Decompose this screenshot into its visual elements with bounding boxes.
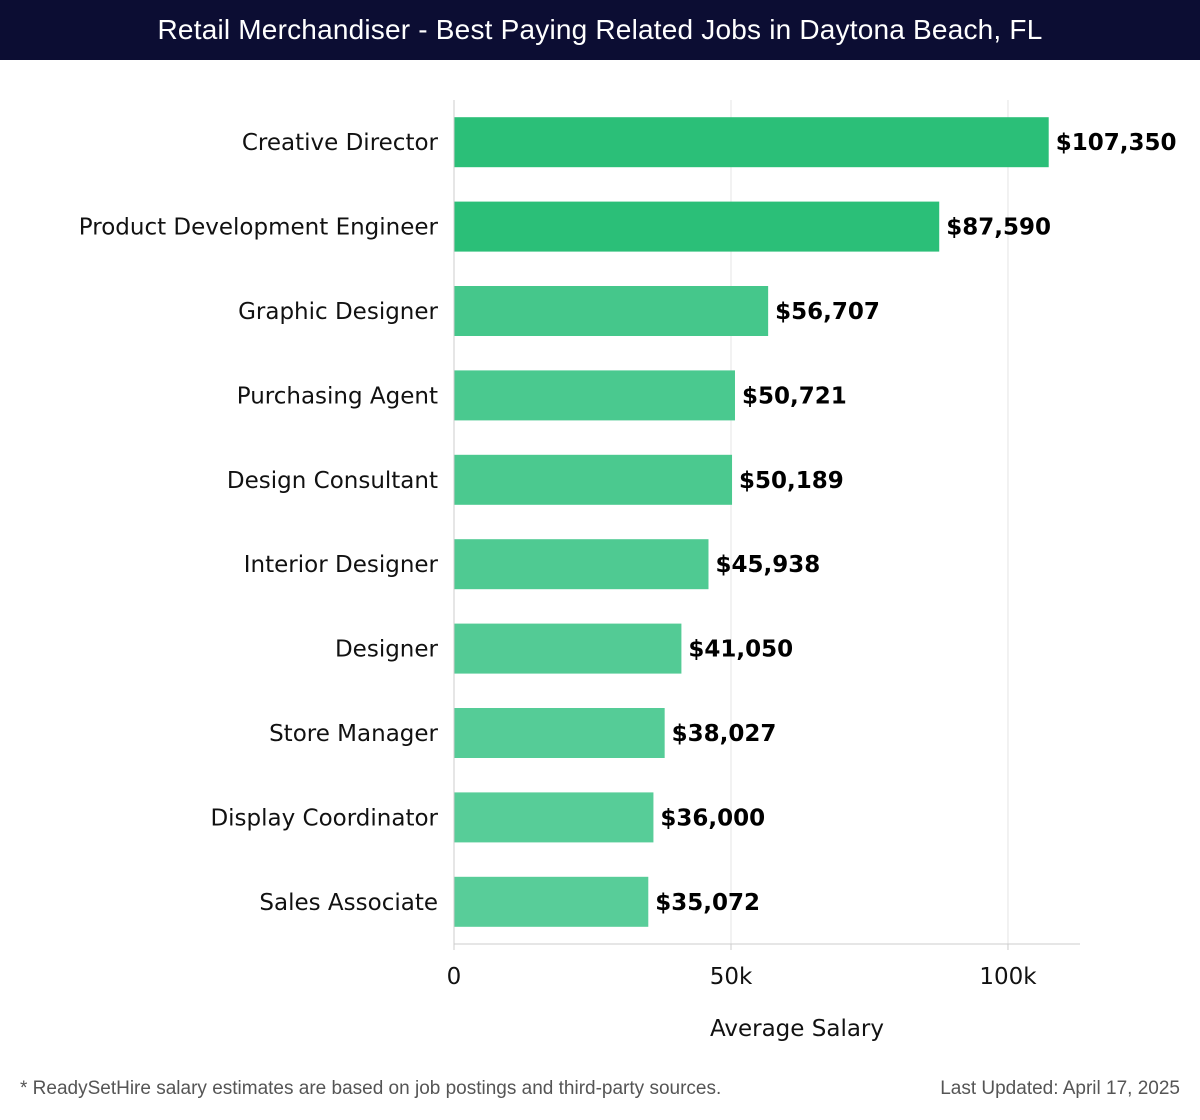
footer-note: * ReadySetHire salary estimates are base… (20, 1078, 722, 1099)
value-label: $56,707 (775, 299, 880, 325)
category-label: Creative Director (242, 130, 439, 156)
last-updated: Last Updated: April 17, 2025 (940, 1078, 1180, 1099)
value-label: $107,350 (1056, 130, 1177, 156)
bar-purchasing-agent (454, 370, 735, 421)
bar-store-manager (454, 708, 665, 758)
value-label: $87,590 (946, 215, 1051, 241)
category-label: Sales Associate (259, 890, 438, 916)
value-label: $36,000 (660, 805, 765, 831)
category-label: Display Coordinator (210, 805, 438, 831)
bar-interior-designer (454, 539, 709, 590)
bar-creative-director (454, 117, 1049, 168)
title-bar: Retail Merchandiser - Best Paying Relate… (0, 0, 1200, 60)
category-label: Graphic Designer (238, 299, 438, 325)
bar-graphic-designer (454, 286, 769, 336)
bar-product-development-engineer (454, 201, 940, 252)
x-axis-title: Average Salary (710, 1016, 884, 1042)
x-tick-label: 100k (979, 964, 1037, 990)
value-label: $50,721 (742, 383, 847, 409)
bar-sales-associate (454, 876, 649, 927)
category-label: Interior Designer (244, 552, 439, 578)
x-tick-label: 0 (447, 964, 462, 990)
value-label: $35,072 (655, 890, 760, 916)
x-tick-label: 50k (710, 964, 753, 990)
bar-designer (454, 623, 682, 674)
chart-title: Retail Merchandiser - Best Paying Relate… (157, 14, 1043, 45)
bar-display-coordinator (454, 792, 654, 843)
value-label: $45,938 (715, 552, 820, 578)
category-label: Design Consultant (227, 468, 438, 494)
category-label: Designer (335, 637, 439, 663)
bar-layer: Creative Director $107,350 Product Develop… (79, 117, 1177, 927)
value-label: $38,027 (672, 721, 777, 747)
value-label: $50,189 (739, 468, 844, 494)
bar-chart: Creative Director $107,350 Product Develop… (79, 100, 1177, 1042)
axis-layer: 0 50k 100k (447, 100, 1080, 990)
category-label: Product Development Engineer (79, 215, 439, 241)
value-label: $41,050 (688, 637, 793, 663)
category-label: Store Manager (269, 721, 438, 747)
category-label: Purchasing Agent (237, 383, 438, 409)
bar-design-consultant (454, 454, 733, 505)
footer: * ReadySetHire salary estimates are base… (0, 1078, 1200, 1108)
